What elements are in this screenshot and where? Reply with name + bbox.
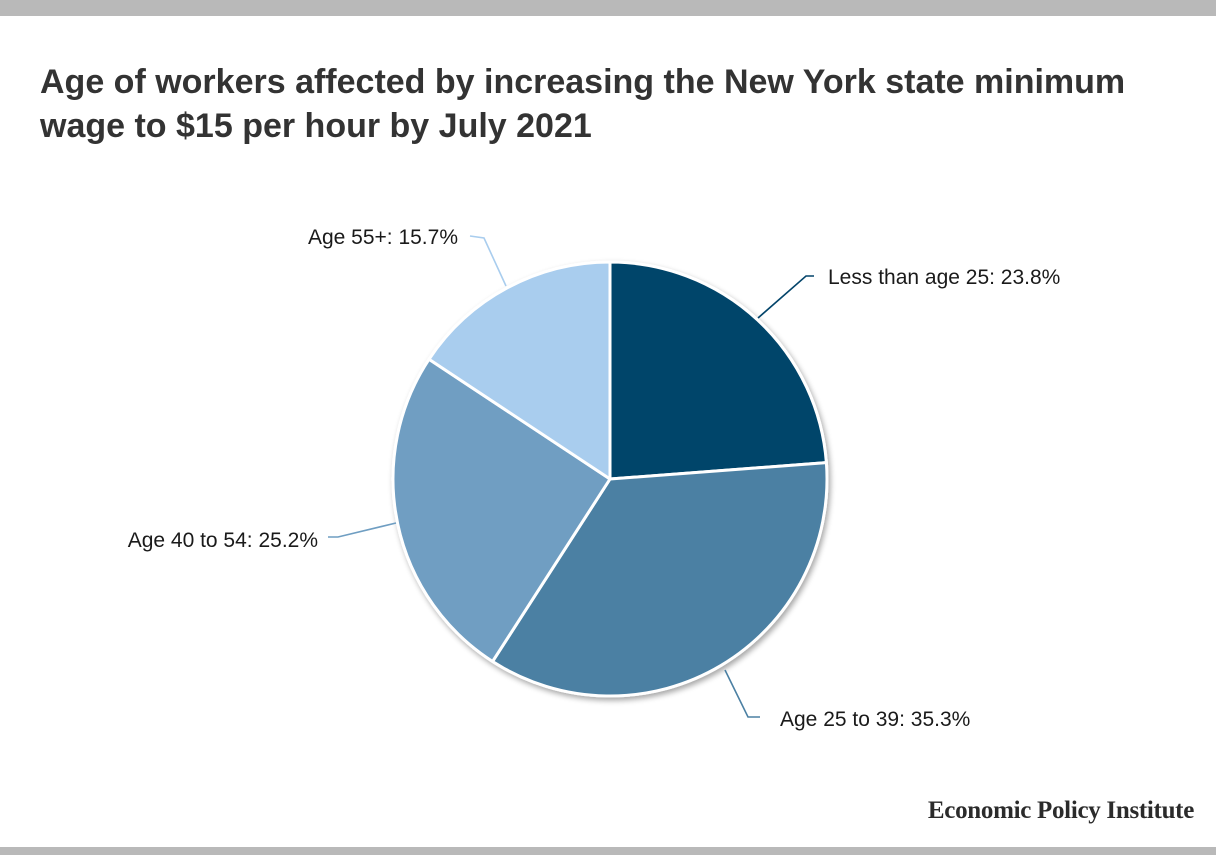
- slice-lt25: [608, 260, 828, 481]
- slice-40-54: [391, 357, 612, 663]
- slice-40-54-leader-line: [328, 522, 397, 538]
- pie-slices: [391, 260, 829, 698]
- bottom-frame-bar: [0, 847, 1216, 855]
- slice-55plus: [427, 260, 612, 481]
- slice-25-39-label: Age 25 to 39: 35.3%: [780, 708, 970, 731]
- slice-lt25-label: Less than age 25: 23.8%: [828, 266, 1060, 289]
- slice-40-54-label: Age 40 to 54: 25.2%: [128, 529, 318, 552]
- pie-leader-lines: [328, 235, 814, 718]
- top-frame-bar: [0, 0, 1216, 16]
- source-credit: Economic Policy Institute: [927, 797, 1194, 824]
- slice-lt25-leader-line: [757, 275, 814, 319]
- slice-55plus-leader-line: [469, 235, 507, 287]
- slice-25-39-leader-line: [724, 669, 760, 718]
- pie-labels: Less than age 25: 23.8% Age 25 to 39: 35.…: [128, 226, 1061, 731]
- slice-25-39: [491, 461, 829, 698]
- chart-title: Age of workers affected by increasing th…: [40, 63, 1126, 145]
- slice-55plus-label: Age 55+: 15.7%: [308, 226, 458, 249]
